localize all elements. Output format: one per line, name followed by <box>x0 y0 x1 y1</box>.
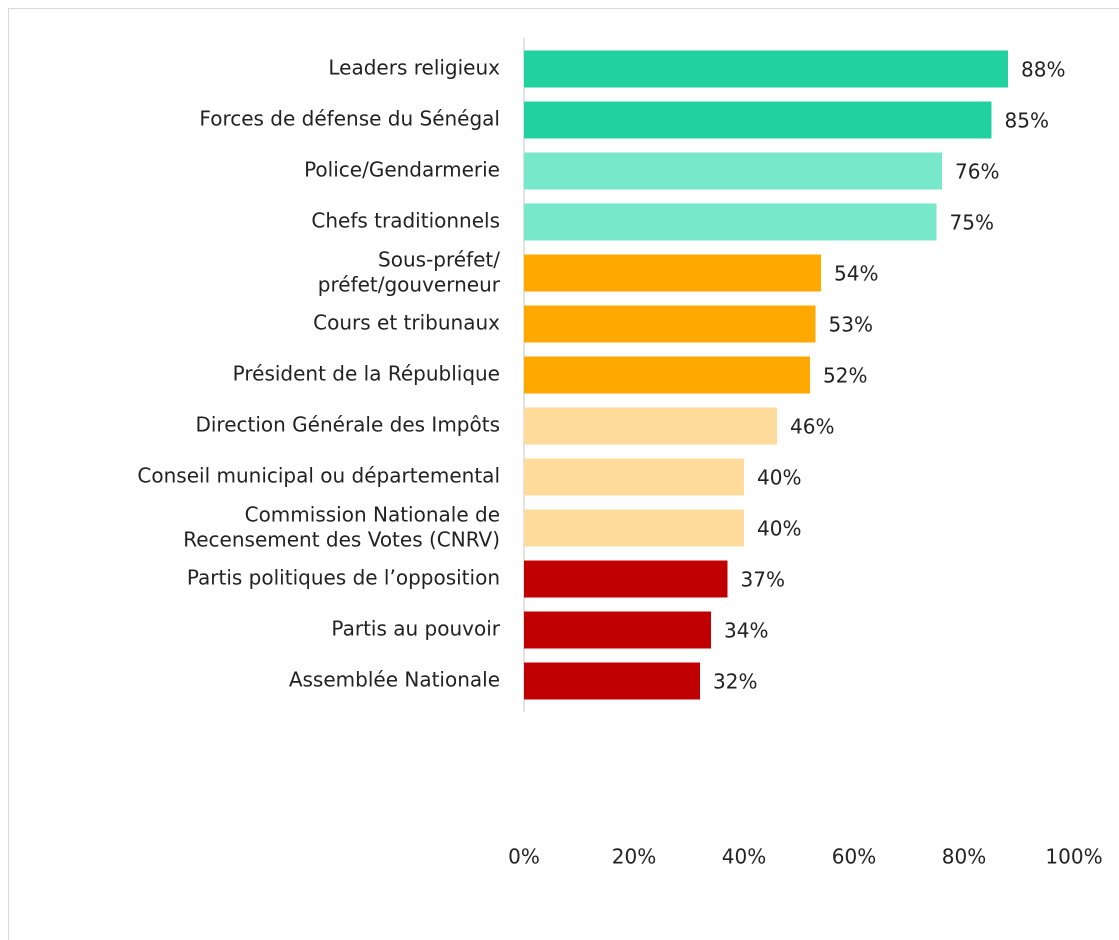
category-label: Forces de défense du Sénégal <box>199 107 500 131</box>
x-tick-label: 20% <box>612 845 656 869</box>
category-label: Chefs traditionnels <box>311 209 500 233</box>
value-label: 88% <box>1021 58 1065 82</box>
bar <box>524 203 937 241</box>
value-label: 37% <box>741 568 785 592</box>
bar <box>524 50 1008 88</box>
bar <box>524 509 744 547</box>
x-tick-label: 0% <box>508 845 540 869</box>
bar <box>524 407 777 445</box>
value-label: 52% <box>823 364 867 388</box>
category-label: Commission Nationale de Recensement des V… <box>183 502 500 551</box>
bar <box>524 560 728 598</box>
value-label: 40% <box>757 466 801 490</box>
bar <box>524 101 992 139</box>
bar <box>524 611 711 649</box>
category-label: Leaders religieux <box>328 56 500 80</box>
value-label: 46% <box>790 415 834 439</box>
category-label: Assemblée Nationale <box>289 668 500 692</box>
x-tick-label: 60% <box>832 845 876 869</box>
category-label: Direction Générale des Impôts <box>195 413 500 437</box>
value-label: 34% <box>724 619 768 643</box>
x-tick-label: 40% <box>722 845 766 869</box>
bar <box>524 254 821 292</box>
bar <box>524 662 700 700</box>
value-label: 85% <box>1005 109 1049 133</box>
value-label: 53% <box>829 313 873 337</box>
value-label: 40% <box>757 517 801 541</box>
category-label: Partis politiques de l’opposition <box>187 566 500 590</box>
chart-border <box>8 8 1119 940</box>
bar <box>524 356 810 394</box>
category-label: Police/Gendarmerie <box>304 158 500 182</box>
category-label: Conseil municipal ou départemental <box>137 464 500 488</box>
x-tick-label: 100% <box>1045 845 1102 869</box>
value-label: 75% <box>950 211 994 235</box>
bar <box>524 458 744 496</box>
value-label: 32% <box>713 670 757 694</box>
category-label: Cours et tribunaux <box>313 311 500 335</box>
value-label: 54% <box>834 262 878 286</box>
bar <box>524 152 942 190</box>
bar <box>524 305 816 343</box>
category-label: Sous-préfet/préfet/gouverneur <box>318 247 501 296</box>
value-label: 76% <box>955 160 999 184</box>
category-label: Partis au pouvoir <box>331 617 500 641</box>
x-tick-label: 80% <box>942 845 986 869</box>
category-label: Président de la République <box>233 362 500 386</box>
